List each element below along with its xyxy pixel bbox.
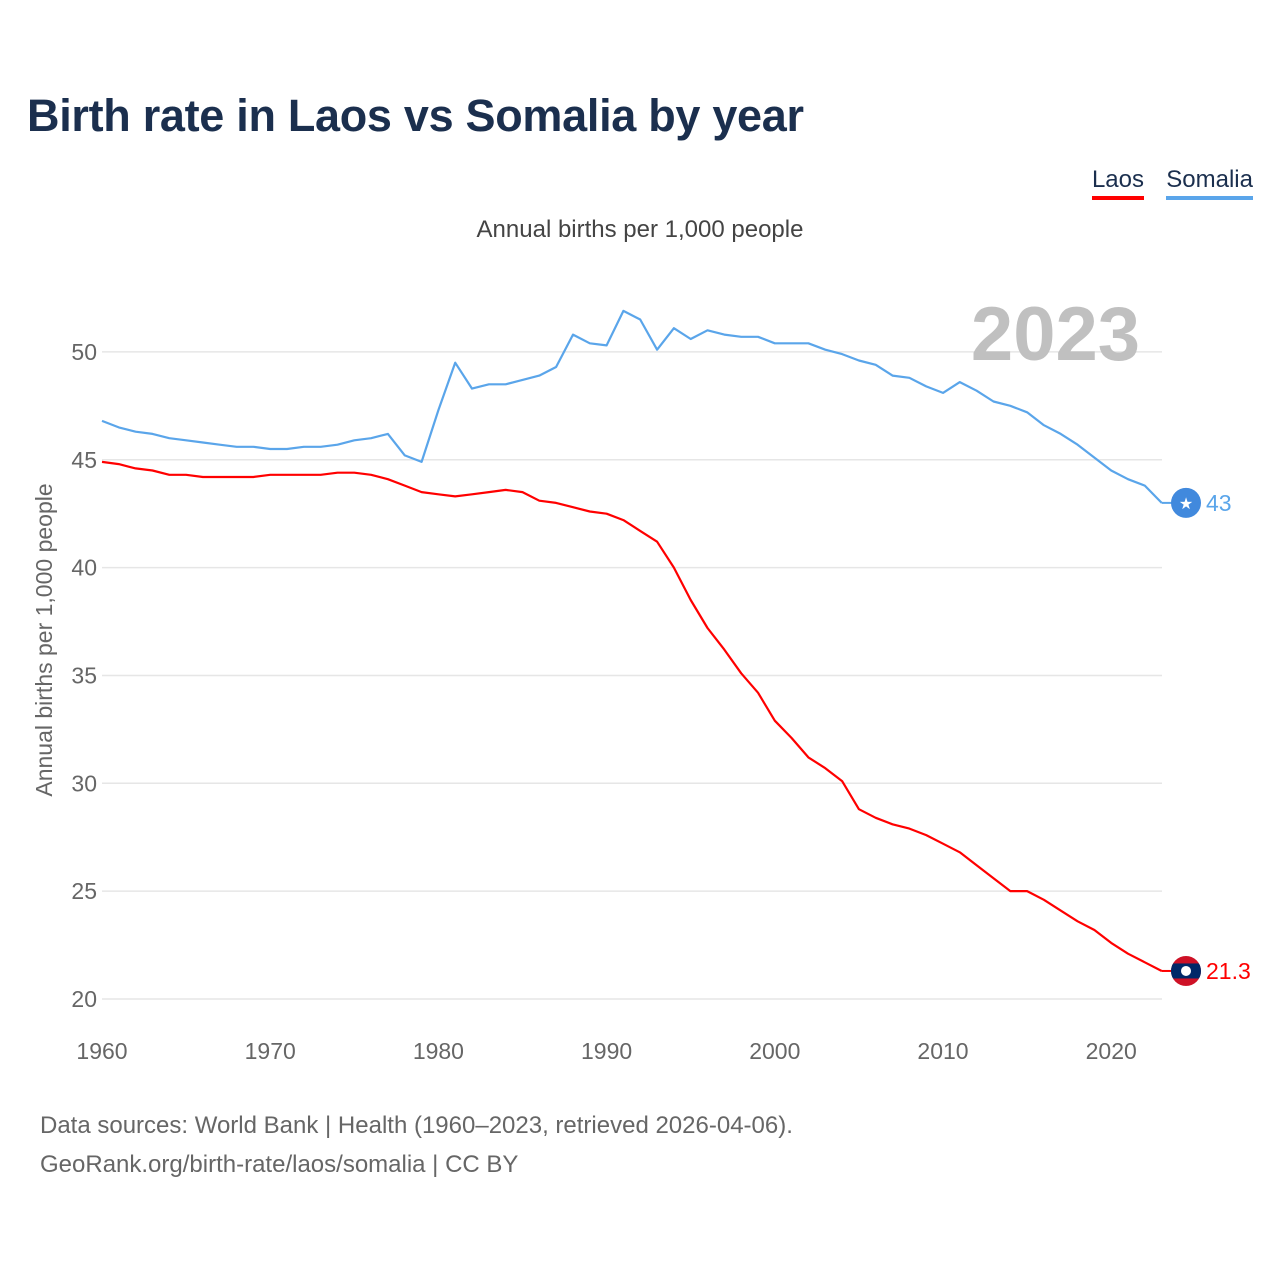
x-tick-label: 2000: [749, 1038, 800, 1064]
x-tick-label: 1990: [581, 1038, 632, 1064]
legend-laos[interactable]: Laos: [1091, 166, 1144, 200]
y-tick-label: 50: [71, 339, 97, 365]
end-value-label: 43: [1206, 490, 1232, 516]
attribution-link[interactable]: GeoRank.org/birth-rate/laos/somalia | CC…: [40, 1151, 519, 1178]
x-tick-label: 2010: [917, 1038, 968, 1064]
chart-subtitle: Annual births per 1,000 people: [476, 216, 804, 243]
svg-text:★: ★: [1179, 494, 1193, 513]
y-tick-label: 35: [71, 662, 97, 688]
y-tick-label: 25: [71, 878, 97, 904]
y-axis-label: Annual births per 1,000 people: [31, 483, 57, 796]
laos-flag-icon: [1171, 955, 1201, 986]
series-line-laos: [101, 460, 1163, 972]
y-tick-label: 20: [71, 986, 97, 1012]
source-text: Data sources: World Bank | Health (1960–…: [40, 1112, 793, 1139]
x-tick-label: 2020: [1086, 1038, 1137, 1064]
somalia-flag-icon: ★: [1171, 487, 1201, 518]
x-tick-label: 1960: [76, 1038, 127, 1064]
series-line-somalia: [101, 309, 1163, 504]
y-tick-label: 45: [71, 447, 97, 473]
year-label: 2023: [971, 292, 1140, 377]
end-value-label: 21.3: [1206, 958, 1251, 984]
legend-somalia[interactable]: Somalia: [1166, 166, 1253, 200]
y-tick-label: 30: [71, 770, 97, 796]
footer: Data sources: World Bank | Health (1960–…: [40, 1106, 793, 1184]
x-tick-label: 1980: [413, 1038, 464, 1064]
chart-title: Birth rate in Laos vs Somalia by year: [27, 90, 804, 141]
x-tick-label: 1970: [245, 1038, 296, 1064]
y-tick-label: 40: [71, 555, 97, 581]
